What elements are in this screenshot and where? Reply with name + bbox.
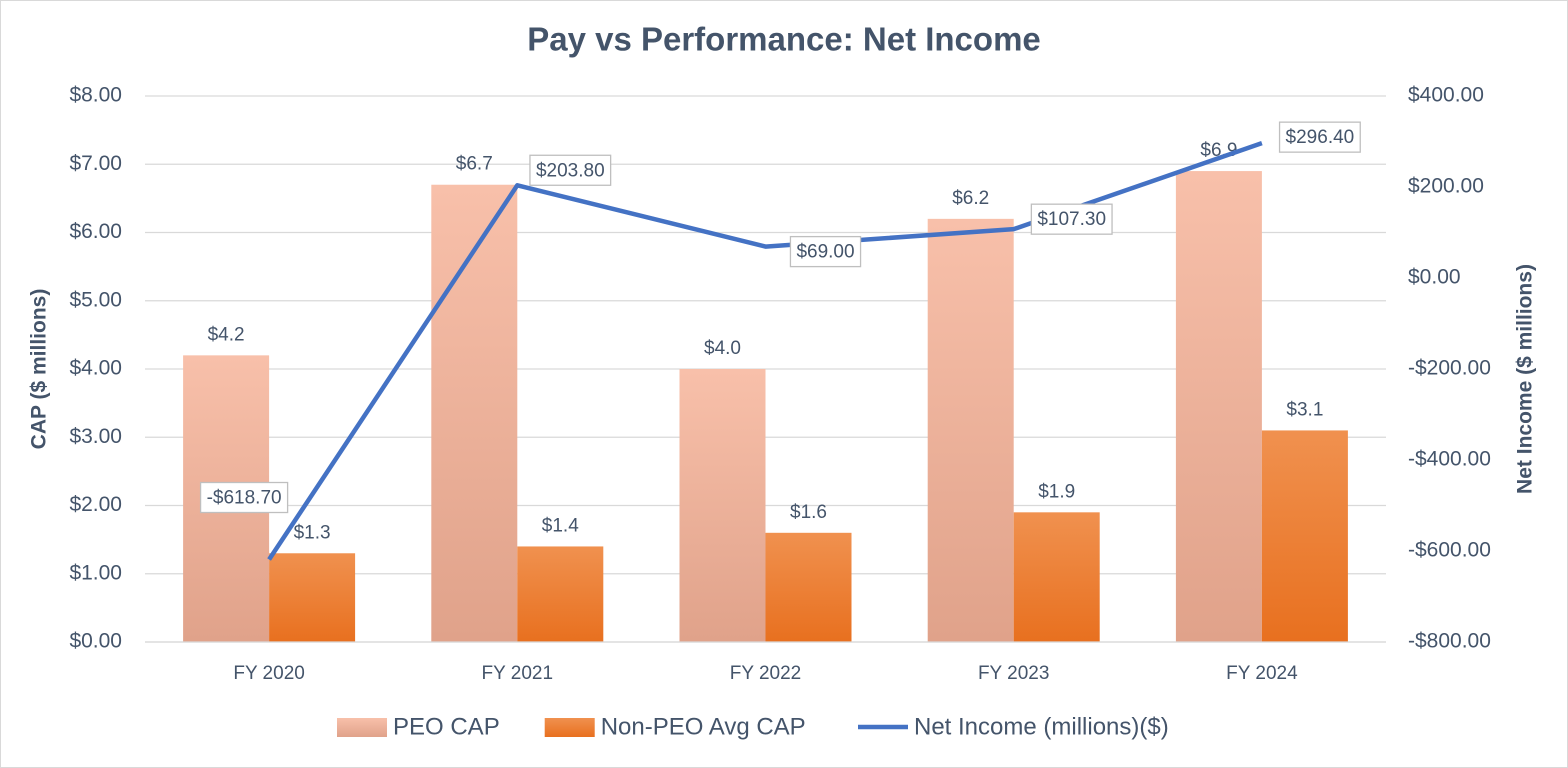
legend-swatch <box>544 718 595 737</box>
bar <box>431 184 518 642</box>
legend-label: Non-PEO Avg CAP <box>601 713 806 740</box>
data-label: $203.80 <box>536 160 605 181</box>
bar <box>269 553 356 642</box>
x-tick-label: FY 2021 <box>482 663 553 684</box>
y2-tick-label: -$600.00 <box>1408 539 1491 562</box>
legend-swatch <box>337 718 387 737</box>
data-label: $6.7 <box>456 154 493 175</box>
y-tick-label: $1.00 <box>69 561 122 584</box>
data-label: $6.2 <box>952 188 989 209</box>
x-tick-label: FY 2024 <box>1226 663 1298 684</box>
callout-box <box>1278 121 1361 153</box>
chart-title: Pay vs Performance: Net Income <box>527 21 1041 58</box>
x-tick-label: FY 2023 <box>978 663 1049 684</box>
data-label: $107.30 <box>1037 209 1106 230</box>
y-tick-label: $0.00 <box>69 630 122 653</box>
y-tick-label: $4.00 <box>69 357 122 380</box>
data-label: $1.6 <box>790 502 827 523</box>
data-label: $1.4 <box>542 515 579 536</box>
callout-box <box>199 481 289 514</box>
y2-tick-label: $400.00 <box>1408 84 1484 107</box>
callout-box <box>1030 203 1113 235</box>
data-label: -$618.70 <box>207 488 282 509</box>
y-tick-label: $2.00 <box>69 493 122 516</box>
y2-tick-label: -$400.00 <box>1408 448 1491 471</box>
y2-axis-title: Net Income ($ millions) <box>1514 264 1537 494</box>
line <box>267 141 1263 561</box>
y-tick-label: $6.00 <box>69 220 122 243</box>
data-label: $1.9 <box>1038 481 1075 502</box>
bar <box>927 218 1014 642</box>
data-label: $1.3 <box>294 522 331 543</box>
y-tick-label: $5.00 <box>69 288 122 311</box>
x-tick-label: FY 2020 <box>233 663 304 684</box>
y2-tick-label: $200.00 <box>1408 175 1484 198</box>
bar <box>1013 512 1100 642</box>
legend-label: Net Income (millions)($) <box>914 713 1169 740</box>
data-label: $296.40 <box>1286 127 1355 148</box>
data-label: $69.00 <box>796 242 854 263</box>
bar <box>517 546 604 642</box>
y-tick-label: $8.00 <box>69 84 122 107</box>
data-label: $4.0 <box>704 338 741 359</box>
data-label: $4.2 <box>208 324 245 345</box>
y2-tick-label: -$200.00 <box>1408 357 1491 380</box>
y2-tick-label: -$800.00 <box>1408 630 1491 653</box>
y-tick-label: $7.00 <box>69 152 122 175</box>
y-axis-title: CAP ($ millions) <box>28 289 51 450</box>
bar <box>679 369 766 642</box>
callout-box <box>529 154 612 186</box>
x-tick-label: FY 2022 <box>730 663 801 684</box>
bar <box>1175 171 1262 642</box>
bar <box>765 532 852 642</box>
y-tick-label: $3.00 <box>69 425 122 448</box>
callout-box <box>789 235 862 268</box>
y2-tick-label: $0.00 <box>1408 266 1461 289</box>
legend-label: PEO CAP <box>393 713 500 740</box>
bar <box>1261 430 1348 642</box>
data-label: $3.1 <box>1286 399 1323 420</box>
